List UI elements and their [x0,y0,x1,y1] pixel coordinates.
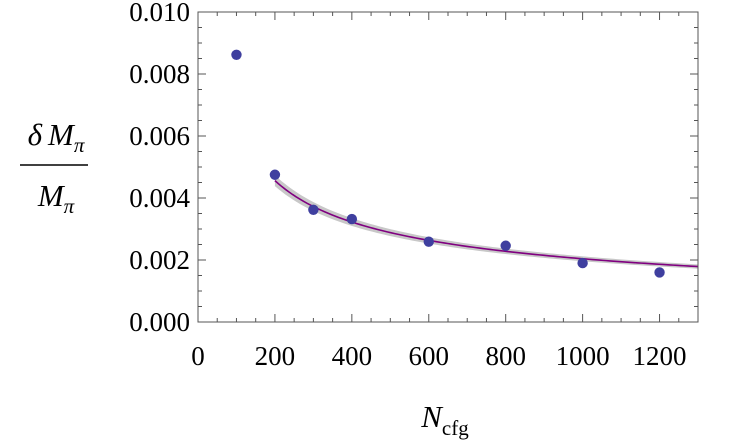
y-axis-label-den-sub: π [64,194,75,218]
x-tick-label: 1000 [556,341,610,371]
data-point [423,236,434,247]
plot-area: 0.000 0.002 0.004 0.006 0.008 0.010 0 200 400 600… [129,0,699,371]
fit-line [274,180,699,268]
x-tick-label: 400 [332,341,373,371]
data-point [231,49,242,60]
x-tick-label: 0 [191,341,205,371]
y-axis-label-num-m: M [47,117,76,152]
x-axis-label-main: N [420,399,444,434]
data-point [654,267,665,278]
y-tick-label: 0.002 [129,245,190,275]
y-axis-label-delta: δ [28,117,43,152]
x-tick-label: 600 [409,341,450,371]
x-tick-label: 1200 [633,341,687,371]
y-axis-label-den-m: M [37,178,66,213]
y-axis-label-numerator: δ Mπ [28,117,85,157]
y-tick-label: 0.000 [129,307,190,337]
data-point [500,240,511,251]
y-axis-label-denominator: Mπ [37,178,75,218]
x-tick-label: 200 [255,341,296,371]
y-tick-label: 0.008 [129,59,190,89]
y-tick-label: 0.006 [129,121,190,151]
x-axis-label-sub: cfg [442,416,469,440]
y-tick-label: 0.004 [129,183,190,213]
y-tick-label: 0.010 [129,0,190,27]
fit-error-band [274,175,698,269]
x-axis-label: Ncfg [420,399,469,440]
data-point [308,204,319,215]
data-point [577,257,588,269]
data-point [346,213,358,225]
y-axis-label-num-sub: π [74,133,85,157]
x-tick-label: 800 [485,341,526,371]
data-point [269,169,281,180]
